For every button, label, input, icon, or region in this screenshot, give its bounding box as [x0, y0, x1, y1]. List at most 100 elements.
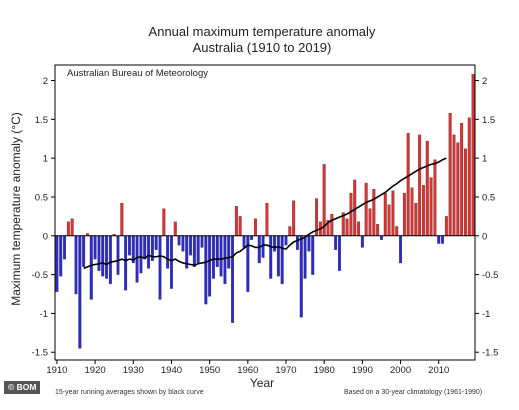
- bar-2008: [429, 177, 433, 236]
- bar-1994: [376, 223, 380, 236]
- bar-1963: [257, 235, 261, 264]
- bar-1957: [234, 206, 238, 236]
- bar-1920: [93, 235, 97, 260]
- bar-1950: [208, 235, 212, 297]
- footnote-climatology: Based on a 30-year climatology (1961-199…: [344, 389, 482, 396]
- bar-1974: [299, 235, 303, 318]
- bar-1926: [116, 235, 120, 275]
- bar-1976: [307, 235, 311, 252]
- bar-1991: [364, 182, 368, 236]
- x-tick-label-1: 1920: [85, 365, 106, 376]
- bar-1952: [215, 235, 219, 267]
- bar-1997: [387, 204, 391, 236]
- bar-1995: [379, 235, 383, 240]
- bar-1933: [143, 235, 147, 260]
- y-tick-label-right-1: -1: [482, 309, 490, 320]
- bar-1971: [288, 226, 292, 236]
- bar-1936: [154, 235, 158, 250]
- bar-1939: [166, 235, 170, 269]
- bar-2012: [444, 216, 448, 236]
- x-tick-label-7: 1980: [314, 365, 335, 376]
- bar-1914: [70, 218, 74, 236]
- bar-1996: [383, 192, 387, 236]
- bar-2005: [418, 134, 422, 236]
- footnote-running-average: 15-year running averages shown by black …: [55, 389, 204, 396]
- bar-2013: [448, 112, 452, 236]
- bar-1949: [204, 235, 208, 305]
- bar-1945: [189, 235, 193, 256]
- y-tick-label-left-2: -0.5: [32, 270, 48, 281]
- bar-1941: [173, 221, 177, 236]
- bar-1946: [192, 235, 196, 267]
- bar-1937: [158, 235, 162, 300]
- bar-1928: [124, 235, 128, 291]
- bar-1921: [97, 235, 101, 271]
- bar-2010: [437, 235, 441, 244]
- bar-1960: [246, 235, 250, 292]
- source-label: Australian Bureau of Meteorology: [67, 68, 208, 79]
- bar-1940: [169, 235, 173, 289]
- y-tick-label-left-1: -1: [40, 309, 48, 320]
- bar-2017: [463, 148, 467, 236]
- bar-1988: [353, 179, 357, 236]
- bar-1923: [105, 235, 109, 279]
- x-tick-label-4: 1950: [199, 365, 220, 376]
- bar-1967: [273, 235, 277, 252]
- bar-1990: [360, 235, 364, 248]
- bar-1916: [78, 235, 82, 349]
- x-tick-label-3: 1940: [161, 365, 182, 376]
- bar-1943: [181, 235, 185, 252]
- x-tick-label-5: 1960: [237, 365, 258, 376]
- bar-1942: [177, 235, 181, 246]
- y-tick-label-right-5: 1: [482, 154, 487, 165]
- bar-1993: [372, 189, 376, 236]
- y-tick-label-left-7: 2: [43, 76, 48, 87]
- bar-2002: [406, 133, 410, 236]
- y-tick-label-left-0: -1.5: [32, 348, 48, 359]
- bar-2006: [421, 185, 425, 236]
- bar-2004: [414, 203, 418, 236]
- bar-1975: [303, 235, 307, 279]
- bar-1922: [101, 235, 105, 277]
- bar-1932: [139, 235, 143, 274]
- x-tick-label-10: 2010: [428, 365, 449, 376]
- plot-frame: [54, 64, 476, 361]
- bar-1969: [280, 235, 284, 285]
- bar-1992: [368, 208, 372, 236]
- y-tick-label-right-4: 0.5: [482, 192, 495, 203]
- bar-1968: [276, 235, 280, 277]
- bar-1956: [231, 235, 235, 323]
- bar-1955: [227, 235, 231, 269]
- bar-1954: [223, 235, 227, 285]
- bar-1931: [135, 235, 139, 283]
- bar-1911: [59, 235, 63, 277]
- bar-1983: [334, 235, 338, 250]
- bar-1989: [357, 221, 361, 236]
- bar-1913: [66, 221, 70, 236]
- bar-1953: [219, 235, 223, 277]
- bar-2000: [399, 235, 403, 264]
- bar-1965: [265, 203, 269, 236]
- bar-1934: [147, 235, 151, 269]
- chart-title-line-2: Australia (1910 to 2019): [193, 40, 332, 55]
- bar-1977: [311, 235, 315, 275]
- bar-2003: [410, 187, 414, 236]
- bar-2018: [467, 117, 471, 236]
- running-mean-curve: [83, 157, 447, 270]
- y-tick-label-right-2: -0.5: [482, 270, 498, 281]
- bar-1999: [395, 226, 399, 236]
- bar-2015: [456, 142, 460, 236]
- bar-1966: [269, 235, 273, 279]
- bar-1951: [211, 235, 215, 279]
- y-tick-label-right-0: -1.5: [482, 348, 498, 359]
- bar-1973: [295, 235, 299, 250]
- bar-1947: [196, 235, 200, 264]
- bar-1982: [330, 213, 334, 236]
- chart-title-line-1: Annual maximum temperature anomaly: [149, 24, 376, 39]
- x-tick-label-2: 1930: [123, 365, 144, 376]
- bar-1970: [284, 235, 288, 246]
- bar-1964: [261, 235, 265, 258]
- bar-1912: [63, 235, 67, 260]
- bar-1929: [127, 235, 131, 256]
